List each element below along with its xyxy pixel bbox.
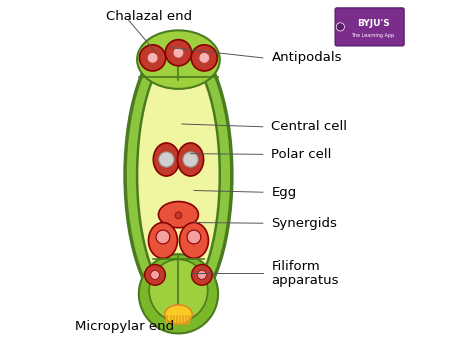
Ellipse shape bbox=[164, 305, 192, 324]
Ellipse shape bbox=[158, 202, 199, 228]
Text: Synergids: Synergids bbox=[272, 217, 337, 230]
Ellipse shape bbox=[125, 37, 232, 313]
Circle shape bbox=[156, 230, 170, 244]
Text: Micropylar end: Micropylar end bbox=[75, 320, 174, 333]
Ellipse shape bbox=[139, 45, 166, 71]
Ellipse shape bbox=[153, 143, 180, 176]
Text: Chalazal end: Chalazal end bbox=[106, 10, 192, 23]
FancyBboxPatch shape bbox=[335, 8, 404, 46]
Ellipse shape bbox=[137, 30, 220, 89]
Circle shape bbox=[159, 152, 174, 167]
Circle shape bbox=[183, 152, 198, 167]
Ellipse shape bbox=[149, 259, 208, 321]
Text: Antipodals: Antipodals bbox=[272, 51, 342, 64]
Circle shape bbox=[336, 23, 345, 31]
Ellipse shape bbox=[165, 40, 191, 66]
Circle shape bbox=[173, 47, 184, 58]
Ellipse shape bbox=[148, 223, 177, 258]
Text: BYJU'S: BYJU'S bbox=[356, 19, 390, 28]
Circle shape bbox=[199, 52, 210, 63]
Circle shape bbox=[147, 52, 158, 63]
Circle shape bbox=[175, 212, 182, 219]
Ellipse shape bbox=[145, 265, 165, 285]
Ellipse shape bbox=[180, 223, 209, 258]
Text: apparatus: apparatus bbox=[272, 274, 339, 287]
Circle shape bbox=[197, 271, 206, 279]
Ellipse shape bbox=[191, 45, 218, 71]
Ellipse shape bbox=[137, 53, 220, 297]
Ellipse shape bbox=[177, 143, 204, 176]
Text: Polar cell: Polar cell bbox=[272, 148, 332, 161]
Text: The Learning App: The Learning App bbox=[352, 33, 395, 38]
Ellipse shape bbox=[139, 254, 218, 334]
Circle shape bbox=[151, 271, 159, 279]
Text: Central cell: Central cell bbox=[272, 120, 347, 133]
Text: Filiform: Filiform bbox=[272, 260, 320, 273]
Ellipse shape bbox=[191, 265, 212, 285]
Circle shape bbox=[187, 230, 201, 244]
Text: Egg: Egg bbox=[272, 186, 297, 199]
